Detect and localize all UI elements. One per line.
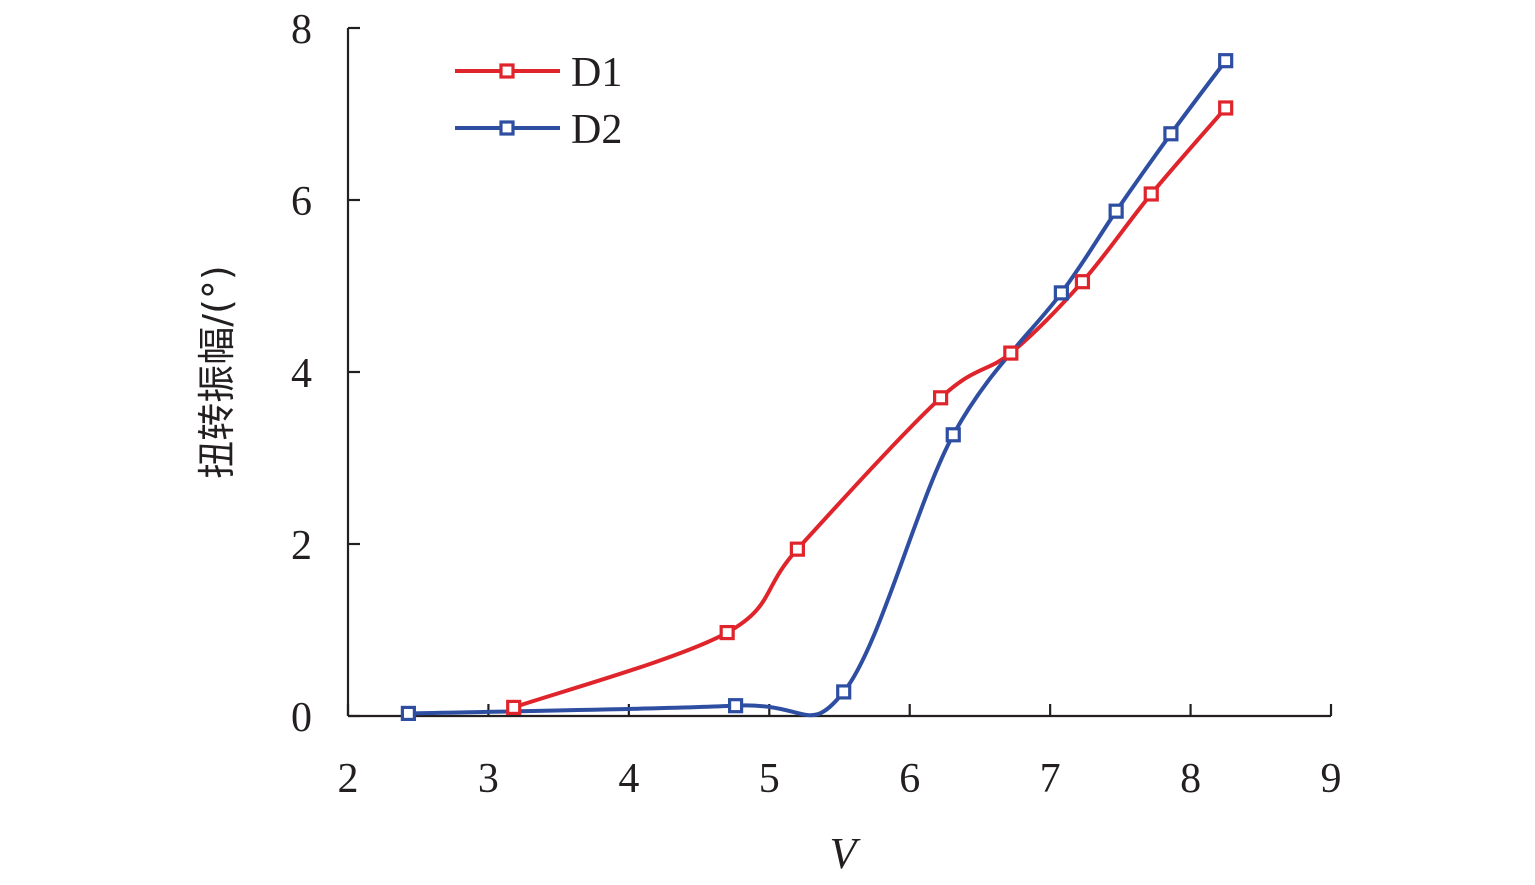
x-tick-label: 4 (618, 756, 639, 802)
data-point-d2 (945, 427, 961, 443)
series-markers (400, 53, 1234, 722)
data-point-d1 (1218, 100, 1234, 116)
x-tick-label: 6 (899, 756, 920, 802)
data-point-d1 (506, 699, 522, 716)
y-tick-label: 8 (291, 7, 312, 53)
data-point-d1 (933, 390, 949, 406)
data-point-d2 (400, 705, 416, 722)
y-tick-label: 2 (291, 523, 312, 569)
data-point-d1 (719, 624, 735, 641)
legend-label-d2: D2 (571, 107, 622, 153)
x-tick-label: 9 (1321, 756, 1342, 802)
data-point-d2 (836, 684, 852, 700)
legend-marker-d1 (499, 63, 515, 79)
data-point-d1 (1003, 345, 1019, 361)
data-point-d1 (1143, 186, 1159, 202)
y-axis-title: 扭转振幅/(°) (195, 265, 239, 478)
series-lines (406, 58, 1228, 718)
data-point-d1 (1074, 274, 1091, 290)
x-tick-label: 7 (1040, 756, 1061, 802)
x-tick-label: 5 (759, 756, 780, 802)
legend-marker-d2 (499, 120, 515, 136)
data-point-d1 (789, 541, 805, 557)
series-line-d1 (511, 105, 1228, 710)
y-tick-label: 6 (291, 179, 312, 225)
x-tick-label: 3 (478, 756, 499, 802)
data-point-d2 (1053, 285, 1069, 301)
data-point-d2 (1108, 203, 1124, 219)
x-tick-label: 8 (1180, 756, 1201, 802)
y-tick-label: 4 (291, 351, 312, 397)
data-point-d2 (727, 698, 744, 714)
data-point-d2 (1163, 126, 1179, 142)
y-tick-label: 0 (291, 695, 312, 741)
legend-label-d1: D1 (571, 50, 622, 96)
data-point-d2 (1218, 53, 1234, 69)
x-tick-label: 2 (338, 756, 359, 802)
series-line-d2 (406, 58, 1228, 718)
x-axis-title: V (830, 829, 862, 878)
